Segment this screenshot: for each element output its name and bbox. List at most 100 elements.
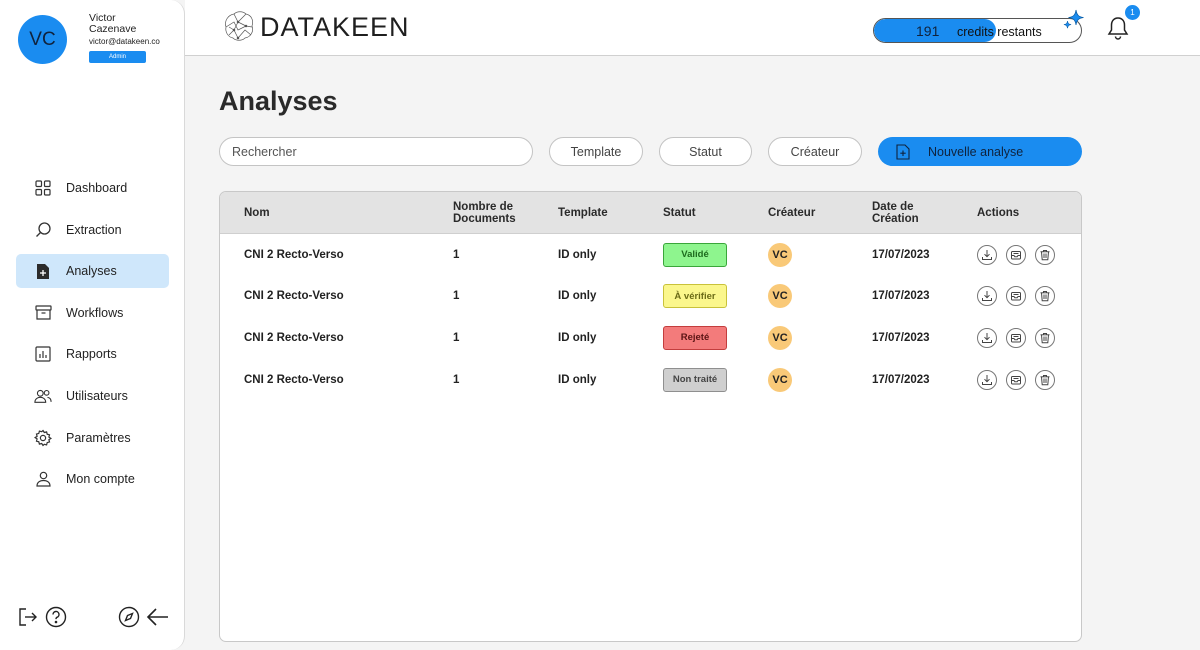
cell-creator: VC <box>768 359 792 401</box>
arrow-left-icon[interactable] <box>146 605 170 629</box>
compass-icon[interactable] <box>117 605 141 629</box>
new-analysis-button[interactable]: Nouvelle analyse <box>878 137 1082 166</box>
filter-createur[interactable]: Créateur <box>768 137 862 166</box>
cell-template: ID only <box>558 290 597 303</box>
cell-status: Non traité <box>663 359 727 401</box>
creator-avatar[interactable]: VC <box>768 284 792 309</box>
cell-actions <box>977 234 1064 276</box>
credits-value: 191 <box>916 23 940 39</box>
sidebar-item-analyses[interactable]: Analyses <box>16 254 169 289</box>
sidebar: VC Victor Cazenave victor@datakeen.co Ad… <box>0 0 185 650</box>
download-icon[interactable] <box>977 286 997 307</box>
table-row[interactable]: CNI 2 Recto-Verso 1 ID only Non traité V… <box>220 359 1081 401</box>
notification-badge: 1 <box>1125 5 1140 20</box>
cell-status: Rejeté <box>663 317 727 359</box>
sidebar-item-dashboard[interactable]: Dashboard <box>16 171 169 205</box>
filter-template[interactable]: Template <box>549 137 643 166</box>
bar-chart-icon <box>34 345 52 363</box>
trash-icon[interactable] <box>1035 286 1055 307</box>
creator-avatar[interactable]: VC <box>768 367 792 392</box>
column-header-documents[interactable]: Nombre de Documents <box>453 201 516 225</box>
credits-meter[interactable]: 191 credits restants <box>873 18 1082 43</box>
download-icon[interactable] <box>977 369 997 390</box>
cell-status: À vérifier <box>663 276 727 318</box>
cell-actions <box>977 359 1064 401</box>
trash-icon[interactable] <box>1035 244 1055 265</box>
sidebar-bottom-actions <box>16 605 171 629</box>
table-header: Nom Nombre de Documents Template Statut … <box>220 192 1081 234</box>
cell-creator: VC <box>768 276 792 318</box>
sidebar-item-utilisateurs[interactable]: Utilisateurs <box>16 379 169 413</box>
column-header-nom[interactable]: Nom <box>244 207 270 219</box>
sidebar-item-rapports[interactable]: Rapports <box>16 337 169 371</box>
credits-meter-fill <box>874 19 997 42</box>
sidebar-item-label: Analyses <box>66 264 117 279</box>
table-row[interactable]: CNI 2 Recto-Verso 1 ID only Validé VC 17… <box>220 234 1081 276</box>
datakeen-logo[interactable]: DATAKEEN <box>220 9 410 45</box>
sidebar-item-label: Extraction <box>66 222 122 237</box>
sidebar-item-label: Workflows <box>66 305 124 320</box>
user-name: Victor Cazenave <box>89 13 179 35</box>
sparkles-icon[interactable] <box>1062 7 1088 33</box>
download-icon[interactable] <box>977 244 997 265</box>
analyses-table: Nom Nombre de Documents Template Statut … <box>219 191 1082 642</box>
status-badge: Non traité <box>663 367 727 392</box>
status-badge: Validé <box>663 242 727 267</box>
user-email: victor@datakeen.co <box>89 37 160 46</box>
download-icon[interactable] <box>977 327 997 348</box>
status-badge: Rejeté <box>663 325 727 350</box>
bell-icon[interactable] <box>1107 16 1129 40</box>
sidebar-nav: Dashboard Extraction Analyses Workflows … <box>16 171 169 504</box>
trash-icon[interactable] <box>1035 327 1055 348</box>
trash-icon[interactable] <box>1035 369 1055 390</box>
cell-template: ID only <box>558 373 597 386</box>
role-badge: Admin <box>89 51 146 63</box>
creator-avatar[interactable]: VC <box>768 325 792 350</box>
user-first-name: Victor <box>89 12 116 24</box>
user-last-name: Cazenave <box>89 23 137 35</box>
column-header-statut[interactable]: Statut <box>663 207 696 219</box>
cell-template: ID only <box>558 331 597 344</box>
search-input[interactable] <box>219 137 533 166</box>
cell-name: CNI 2 Recto-Verso <box>244 373 344 386</box>
cell-date: 17/07/2023 <box>872 331 930 344</box>
cell-date: 17/07/2023 <box>872 290 930 303</box>
user-icon <box>34 470 52 488</box>
column-header-createur[interactable]: Créateur <box>768 207 816 219</box>
filter-statut[interactable]: Statut <box>659 137 752 166</box>
column-header-date[interactable]: Date de Création <box>872 201 919 225</box>
inbox-icon[interactable] <box>1006 369 1026 390</box>
user-avatar[interactable]: VC <box>18 15 67 64</box>
table-row[interactable]: CNI 2 Recto-Verso 1 ID only Rejeté VC 17… <box>220 317 1081 359</box>
cell-actions <box>977 317 1064 359</box>
users-icon <box>34 387 52 405</box>
cell-documents: 1 <box>453 373 460 386</box>
logout-icon[interactable] <box>16 605 40 629</box>
document-plus-icon <box>896 143 912 160</box>
sidebar-item-workflows[interactable]: Workflows <box>16 296 169 330</box>
logo-text: DATAKEEN <box>260 11 410 42</box>
gear-icon <box>34 429 52 447</box>
cell-creator: VC <box>768 317 792 359</box>
sidebar-item-label: Paramètres <box>66 430 131 445</box>
help-icon[interactable] <box>44 605 68 629</box>
sidebar-item-mon-compte[interactable]: Mon compte <box>16 462 169 496</box>
column-header-template[interactable]: Template <box>558 207 608 219</box>
sidebar-item-label: Mon compte <box>66 472 135 487</box>
cell-date: 17/07/2023 <box>872 248 930 261</box>
creator-avatar[interactable]: VC <box>768 242 792 267</box>
cell-name: CNI 2 Recto-Verso <box>244 331 344 344</box>
sidebar-item-label: Rapports <box>66 347 117 362</box>
inbox-icon[interactable] <box>1006 286 1026 307</box>
table-row[interactable]: CNI 2 Recto-Verso 1 ID only À vérifier V… <box>220 276 1081 318</box>
document-plus-icon <box>34 262 52 280</box>
inbox-icon[interactable] <box>1006 327 1026 348</box>
inbox-icon[interactable] <box>1006 244 1026 265</box>
cell-documents: 1 <box>453 331 460 344</box>
cell-status: Validé <box>663 234 727 276</box>
sidebar-item-extraction[interactable]: Extraction <box>16 213 169 247</box>
new-analysis-label: Nouvelle analyse <box>928 144 1024 159</box>
archive-box-icon <box>34 304 52 322</box>
sidebar-item-parametres[interactable]: Paramètres <box>16 421 169 455</box>
cell-documents: 1 <box>453 290 460 303</box>
